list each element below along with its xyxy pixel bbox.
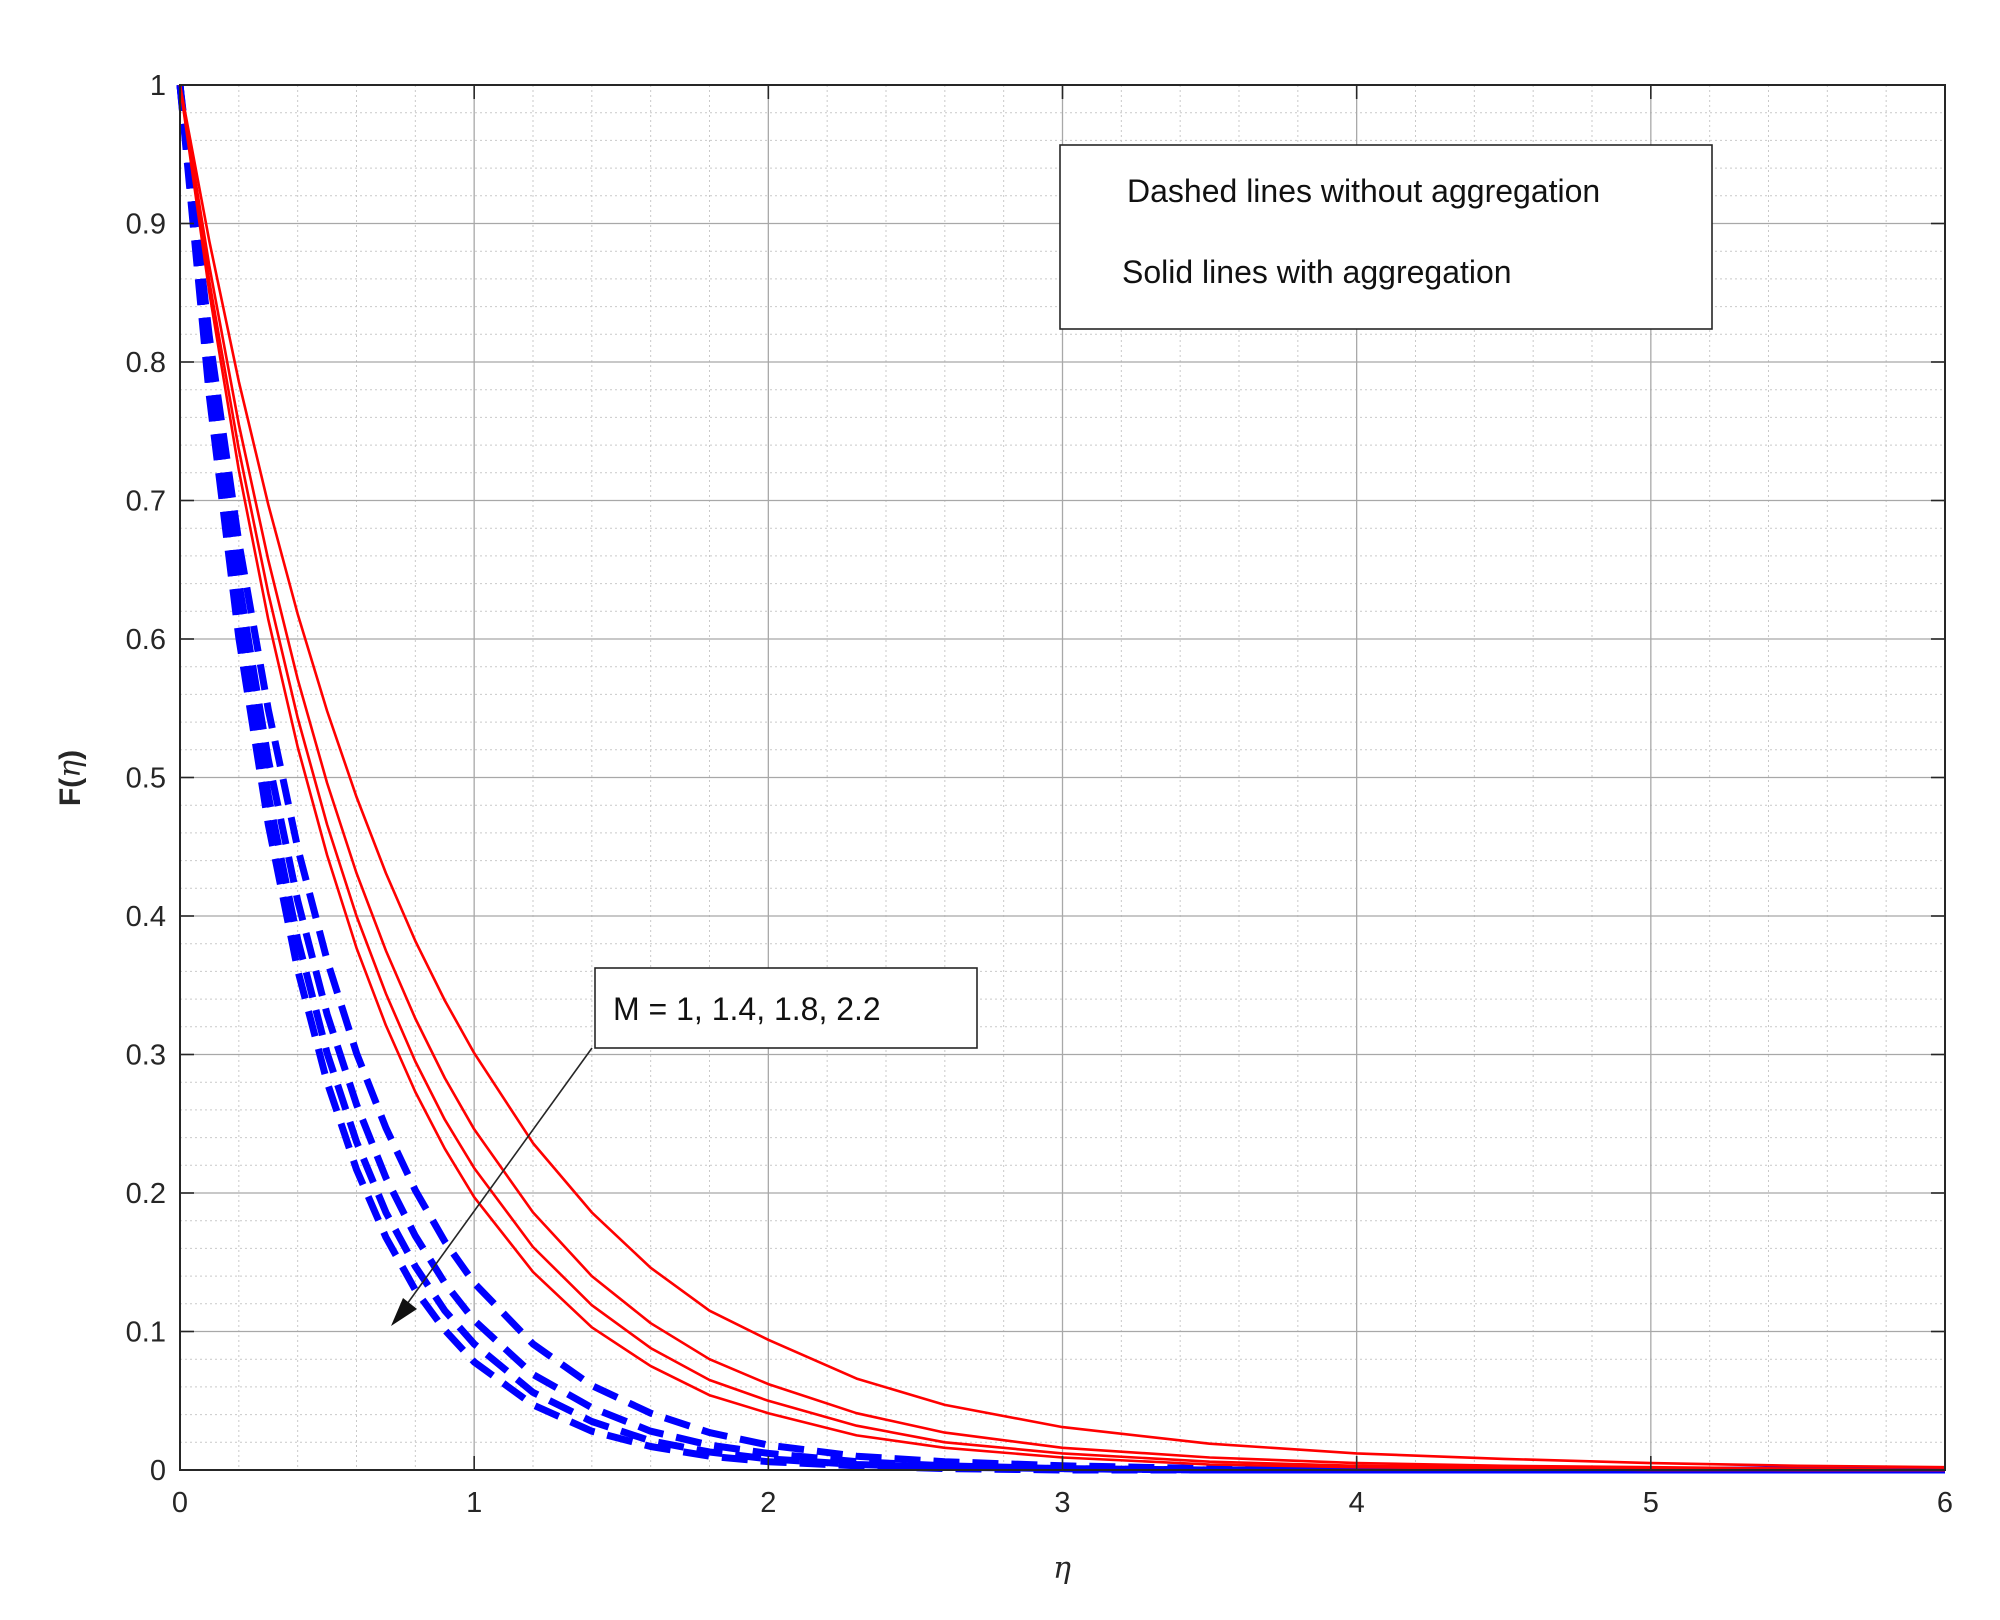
x-tick-label: 4 (1349, 1487, 1365, 1519)
y-tick-label: 1 (150, 70, 166, 102)
legend-line-dashed: Dashed lines without aggregation (1127, 173, 1600, 209)
x-axis-ticks: 0 1 2 3 4 5 6 (172, 85, 1953, 1519)
legend-frame (1059, 144, 1713, 330)
x-axis-label: η (1053, 1551, 1071, 1586)
y-axis-label-suffix: ) (54, 750, 87, 760)
legend-line-solid: Solid lines with aggregation (1122, 254, 1512, 290)
y-axis-label: F(η) (53, 750, 88, 806)
y-tick-label: 0.5 (126, 763, 166, 795)
y-tick-label: 0.3 (126, 1040, 166, 1072)
y-tick-label: 0.4 (126, 901, 166, 933)
x-tick-label: 2 (760, 1487, 776, 1519)
y-axis-ticks: 0 0.1 0.2 0.3 0.4 0.5 0.6 0.7 0.8 0.9 1 (126, 70, 1945, 1487)
y-axis-label-prefix: F( (54, 778, 87, 806)
y-tick-label: 0.7 (126, 486, 166, 518)
y-tick-label: 0 (150, 1455, 166, 1487)
annotation-box (594, 967, 978, 1049)
solid-series-line-m-1 (178, 84, 1946, 1469)
x-tick-label: 1 (466, 1487, 482, 1519)
y-axis-label-variable: η (53, 760, 88, 778)
y-tick-label: 0.6 (126, 624, 166, 656)
annotation-arrow-line (401, 1047, 593, 1312)
y-tick-label: 0.1 (126, 1317, 166, 1349)
annotation-text: M = 1, 1.4, 1.8, 2.2 (613, 991, 881, 1027)
dashed-series-line-m-1-8 (176, 84, 1945, 1474)
m-annotation: M = 1, 1.4, 1.8, 2.2 (391, 967, 978, 1326)
x-tick-label: 3 (1054, 1487, 1070, 1519)
x-tick-label: 6 (1937, 1487, 1953, 1519)
y-tick-label: 0.8 (126, 347, 166, 379)
x-tick-label: 5 (1643, 1487, 1659, 1519)
legend-box: Dashed lines without aggregation Solid l… (1059, 144, 1713, 330)
annotation-arrowhead (391, 1298, 417, 1326)
y-tick-label: 0.9 (126, 209, 166, 241)
x-tick-label: 0 (172, 1487, 188, 1519)
y-tick-label: 0.2 (126, 1178, 166, 1210)
